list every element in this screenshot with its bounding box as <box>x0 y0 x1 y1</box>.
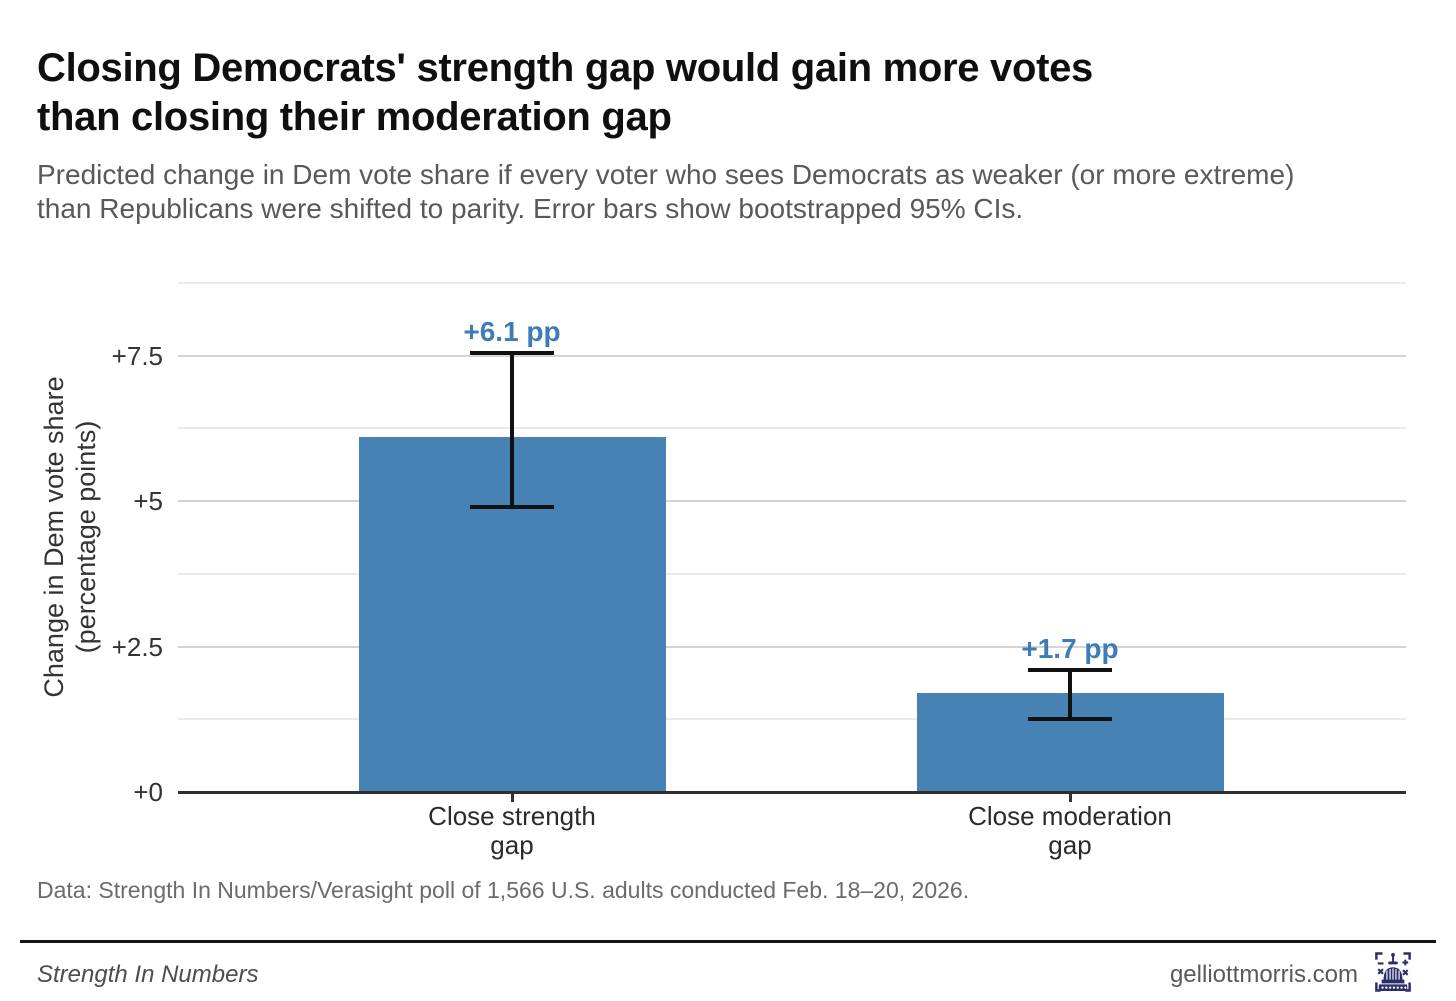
gridline-major <box>178 500 1406 502</box>
chart-subtitle: Predicted change in Dem vote share if ev… <box>37 158 1437 226</box>
error-bar-cap-top <box>470 351 554 355</box>
y-axis-tick-label: +5 <box>133 486 163 516</box>
error-bar-cap-bottom <box>1028 717 1112 721</box>
error-bar-cap-top <box>1028 668 1112 672</box>
x-axis-tick-mark <box>1069 794 1072 802</box>
gridline-minor <box>178 718 1406 720</box>
chart-title-line2: than closing their moderation gap <box>37 95 672 139</box>
bar-value-label: +6.1 pp <box>463 316 561 347</box>
chart-title: Closing Democrats' strength gap would ga… <box>37 44 1427 142</box>
capitol-math-icon <box>1374 951 1412 993</box>
gridline-minor <box>178 427 1406 429</box>
y-axis-tick-label: +7.5 <box>111 341 163 371</box>
x-category-label: Close moderation gap <box>968 801 1172 860</box>
chart-subtitle-line1: Predicted change in Dem vote share if ev… <box>37 159 1295 190</box>
x-category-label: Close strength gap <box>428 801 596 860</box>
gridline-major <box>178 355 1406 357</box>
error-bar-cap-bottom <box>470 505 554 509</box>
bar-value-label: +1.7 pp <box>1021 633 1119 664</box>
footer-publication-name: Strength In Numbers <box>37 961 259 988</box>
x-axis-line <box>178 791 1406 794</box>
y-axis-tick-label: +2.5 <box>111 632 163 662</box>
chart-subtitle-line2: than Republicans were shifted to parity.… <box>37 193 1024 224</box>
gridline-minor <box>178 282 1406 284</box>
error-bar-line <box>1068 670 1072 719</box>
gridline-minor <box>178 573 1406 575</box>
footer-website-link: gelliottmorris.com <box>1169 961 1358 988</box>
y-axis-tick-label: +0 <box>133 777 163 807</box>
footer-divider <box>20 940 1436 943</box>
x-axis-tick-mark <box>511 794 514 802</box>
data-source-caption: Data: Strength In Numbers/Verasight poll… <box>37 877 970 903</box>
gridline-major <box>178 646 1406 648</box>
error-bar-line <box>510 353 514 507</box>
chart-title-line1: Closing Democrats' strength gap would ga… <box>37 46 1093 90</box>
